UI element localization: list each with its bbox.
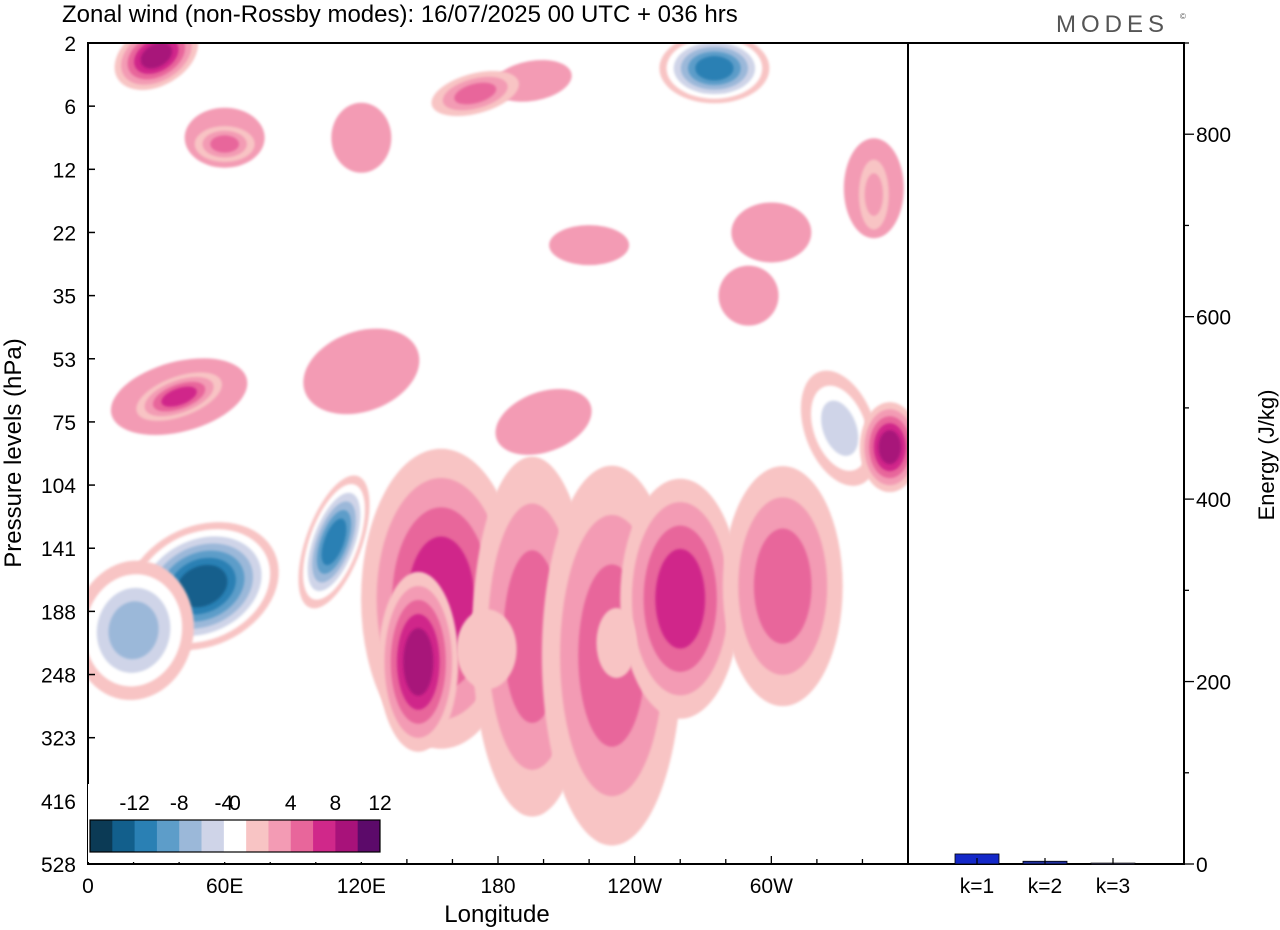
colorbar: -12 -8 -40 4 8 12 [88, 784, 392, 862]
colorbar-swatch [268, 820, 292, 852]
easterly-core [695, 56, 734, 81]
y-tick-label: 22 [53, 222, 76, 245]
y-tick-label: 323 [41, 728, 76, 751]
weak-westerly-patch [731, 202, 812, 263]
colorbar-label: -8 [170, 792, 189, 815]
colorbar-swatch [313, 820, 336, 852]
y-tick-label: 2 [64, 33, 76, 56]
energy-tick-label: 0 [1196, 854, 1208, 877]
y-tick-label: 248 [41, 665, 76, 688]
y-tick-label: 53 [53, 349, 76, 372]
colorbar-swatch [134, 820, 158, 852]
energy-axis-label: Energy (J/kg) [1254, 390, 1279, 521]
x-axis-label: Longitude [444, 901, 549, 928]
pressure-ticks: 2 6 12 22 35 53 75 104 141 188 248 323 416 528 [41, 33, 95, 877]
colorbar-label: 8 [330, 792, 342, 815]
colorbar-label: 12 [368, 792, 391, 815]
y-tick-label: 141 [41, 538, 76, 561]
x-tick-label: 120E [337, 875, 386, 898]
westerly-core [878, 430, 902, 465]
westerly-core [140, 43, 173, 69]
weak-westerly-patch [303, 328, 420, 415]
weak-westerly-patch [549, 225, 630, 266]
colorbar-swatch [290, 820, 314, 852]
weak-easterly-patch [744, 740, 845, 861]
modes-logo: MODES © [1056, 11, 1186, 38]
x-tick-label: 0 [82, 875, 94, 898]
weak-easterly-patch [88, 272, 193, 345]
colorbar-swatch [246, 820, 269, 852]
hovmoller-panel: 2 6 12 22 35 53 75 104 141 188 248 323 416 528 0 60E 12… [0, 33, 909, 928]
westerly-jet-band [403, 628, 434, 696]
energy-tick-label: 800 [1196, 124, 1231, 147]
energy-tick-label: 200 [1196, 672, 1231, 695]
energy-tick-label: 400 [1196, 489, 1231, 512]
y-tick-label: 6 [64, 96, 76, 119]
westerly-jet-band [753, 528, 812, 644]
weak-westerly-patch [495, 388, 592, 455]
energy-categories: k=1 k=2 k=3 [960, 858, 1130, 898]
energy-category-label: k=3 [1096, 875, 1130, 898]
y-tick-label: 35 [53, 286, 76, 309]
colorbar-label: -4 [215, 792, 234, 815]
colorbar-label: 4 [285, 792, 297, 815]
chart-title: Zonal wind (non-Rossby modes): 16/07/202… [62, 1, 738, 28]
weak-easterly-patch [718, 88, 779, 149]
calm-gap [596, 607, 637, 678]
energy-panel: 0 200 400 600 800 k=1 k=2 k=3 Energy (J/kg) [907, 42, 1279, 898]
modes-logo-text: MODES [1056, 11, 1169, 38]
x-tick-label: 120W [607, 875, 662, 898]
longitude-ticks: 0 60E 120E 180 120W 60W [82, 856, 909, 898]
y-tick-label: 75 [53, 412, 76, 435]
weak-westerly-patch [718, 265, 779, 326]
energy-category-label: k=2 [1028, 875, 1062, 898]
energy-category-label: k=1 [960, 875, 994, 898]
y-tick-label: 12 [53, 159, 76, 182]
energy-tick-label: 600 [1196, 307, 1231, 330]
calm-gap [456, 609, 517, 690]
x-tick-label: 60E [206, 875, 243, 898]
weak-easterly-patch [245, 592, 386, 833]
westerly-core [210, 135, 240, 153]
weak-easterly-patch [96, 177, 217, 238]
y-tick-label: 104 [41, 475, 76, 498]
colorbar-swatch [335, 820, 359, 852]
y-tick-label: 416 [41, 791, 76, 814]
colorbar-swatch [112, 820, 136, 852]
y-tick-label: 188 [41, 601, 76, 624]
modes-logo-mark: © [1180, 12, 1186, 21]
easterly-core [108, 601, 159, 660]
westerly-core [454, 82, 497, 105]
colorbar-swatch [357, 820, 381, 852]
contour-fill-layer [88, 43, 908, 861]
weak-easterly-patch [554, 100, 715, 151]
westerly-core [864, 173, 883, 216]
x-tick-label: 60W [750, 875, 793, 898]
easterly-core [821, 400, 859, 456]
energy-frame [907, 42, 1185, 865]
y-axis-label: Pressure levels (hPa) [0, 338, 27, 567]
x-tick-label: 180 [480, 875, 515, 898]
westerly-jet-band [655, 548, 706, 649]
weak-easterly-patch [145, 239, 304, 289]
weak-easterly-patch [571, 318, 652, 399]
easterly-core [176, 564, 228, 608]
colorbar-swatch [90, 820, 113, 852]
colorbar-swatch [223, 820, 247, 852]
colorbar-swatch [201, 820, 225, 852]
colorbar-labels: -12 -8 -40 4 8 12 [119, 792, 391, 815]
colorbar-swatch [179, 820, 202, 852]
y-tick-label: 528 [41, 854, 76, 877]
colorbar-label: -12 [119, 792, 149, 815]
colorbar-label: 0 [229, 792, 241, 815]
westerly-core [161, 386, 197, 407]
easterly-core [321, 518, 347, 566]
weak-westerly-patch [331, 102, 392, 173]
colorbar-outline [89, 819, 381, 853]
colorbar-segments [89, 819, 381, 853]
energy-ticks: 0 200 400 600 800 [1184, 42, 1231, 877]
colorbar-swatch [156, 820, 180, 852]
